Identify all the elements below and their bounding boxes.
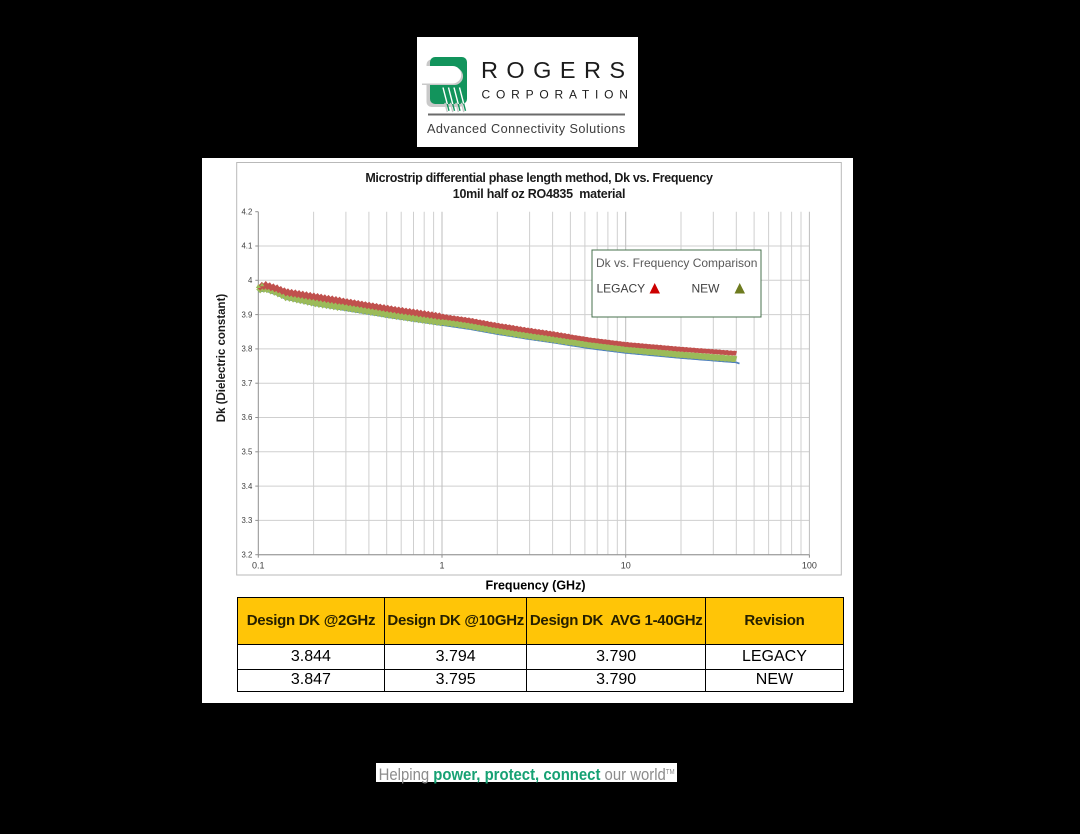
svg-text:10: 10 — [621, 561, 631, 571]
svg-text:3.2: 3.2 — [241, 550, 252, 559]
svg-text:Frequency (GHz): Frequency (GHz) — [485, 579, 585, 593]
svg-text:4.1: 4.1 — [241, 242, 252, 251]
svg-text:0.1: 0.1 — [252, 561, 265, 571]
svg-text:3.7: 3.7 — [241, 379, 252, 388]
svg-text:Advanced Connectivity Solution: Advanced Connectivity Solutions — [427, 122, 626, 136]
svg-text:LEGACY: LEGACY — [597, 282, 646, 296]
svg-text:4.2: 4.2 — [241, 207, 252, 216]
svg-text:ROGERS: ROGERS — [481, 57, 634, 83]
svg-text:3.4: 3.4 — [241, 482, 253, 491]
svg-text:3.5: 3.5 — [241, 448, 253, 457]
svg-text:4: 4 — [248, 276, 253, 285]
svg-text:10mil half oz RO4835 material: 10mil half oz RO4835 material — [453, 187, 625, 201]
svg-text:NEW: NEW — [692, 282, 721, 296]
svg-text:1: 1 — [439, 561, 444, 571]
svg-text:3.3: 3.3 — [241, 516, 252, 525]
svg-text:Dk (Dielectric constant): Dk (Dielectric constant) — [216, 294, 228, 423]
svg-text:3.8: 3.8 — [241, 345, 252, 354]
svg-text:CORPORATION: CORPORATION — [482, 88, 634, 102]
svg-text:Microstrip differential phase: Microstrip differential phase length met… — [365, 171, 713, 185]
svg-text:100: 100 — [802, 561, 817, 571]
svg-text:3.6: 3.6 — [241, 413, 252, 422]
svg-text:3.9: 3.9 — [241, 310, 252, 319]
svg-text:Dk vs. Frequency Comparison: Dk vs. Frequency Comparison — [596, 256, 757, 270]
